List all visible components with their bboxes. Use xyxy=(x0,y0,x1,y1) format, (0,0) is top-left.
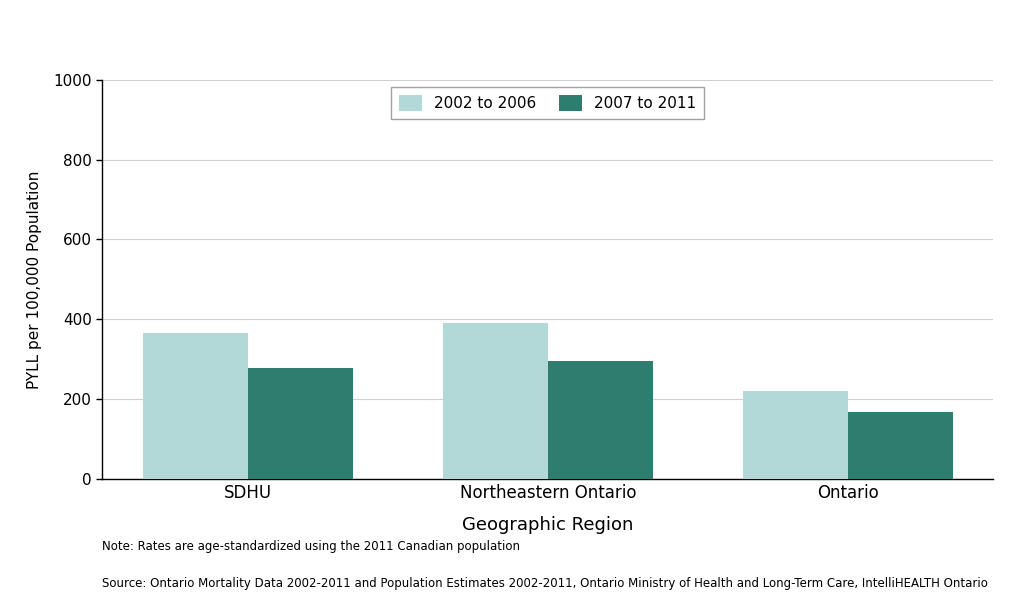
Text: Source: Ontario Mortality Data 2002-2011 and Population Estimates 2002-2011, Ont: Source: Ontario Mortality Data 2002-2011… xyxy=(102,577,988,590)
Legend: 2002 to 2006, 2007 to 2011: 2002 to 2006, 2007 to 2011 xyxy=(391,87,705,119)
Bar xyxy=(848,412,952,479)
Bar xyxy=(143,333,248,479)
Y-axis label: PYLL per 100,000 Population: PYLL per 100,000 Population xyxy=(28,170,42,389)
Bar xyxy=(248,368,353,479)
Bar xyxy=(442,323,548,479)
Text: Note: Rates are age-standardized using the 2011 Canadian population: Note: Rates are age-standardized using t… xyxy=(102,540,520,553)
Bar xyxy=(548,361,653,479)
Bar xyxy=(742,391,848,479)
X-axis label: Geographic Region: Geographic Region xyxy=(462,516,634,534)
